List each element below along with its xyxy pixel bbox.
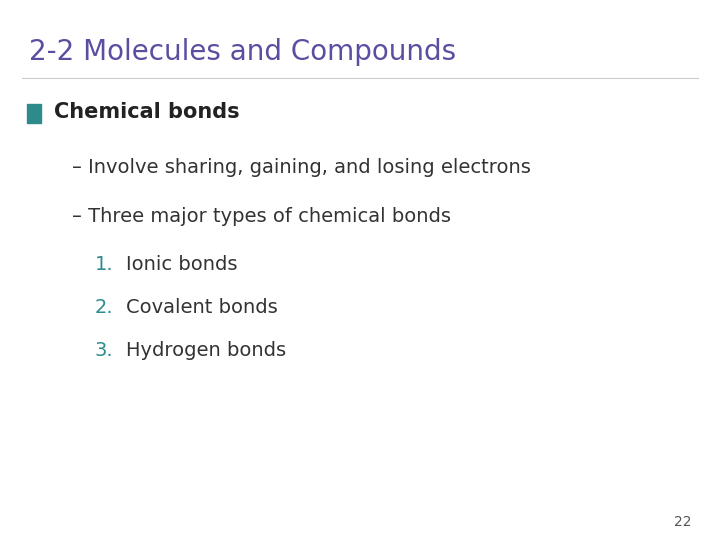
Text: 2.: 2. <box>94 298 113 318</box>
Text: – Involve sharing, gaining, and losing electrons: – Involve sharing, gaining, and losing e… <box>72 158 531 177</box>
Text: 22: 22 <box>674 515 691 529</box>
Text: Covalent bonds: Covalent bonds <box>126 298 278 318</box>
Text: 3.: 3. <box>94 341 113 361</box>
Text: 1.: 1. <box>94 255 113 274</box>
FancyBboxPatch shape <box>27 104 41 123</box>
Text: – Three major types of chemical bonds: – Three major types of chemical bonds <box>72 206 451 226</box>
Text: Ionic bonds: Ionic bonds <box>126 255 238 274</box>
Text: Chemical bonds: Chemical bonds <box>54 102 240 123</box>
Text: Hydrogen bonds: Hydrogen bonds <box>126 341 286 361</box>
Text: 2-2 Molecules and Compounds: 2-2 Molecules and Compounds <box>29 38 456 66</box>
